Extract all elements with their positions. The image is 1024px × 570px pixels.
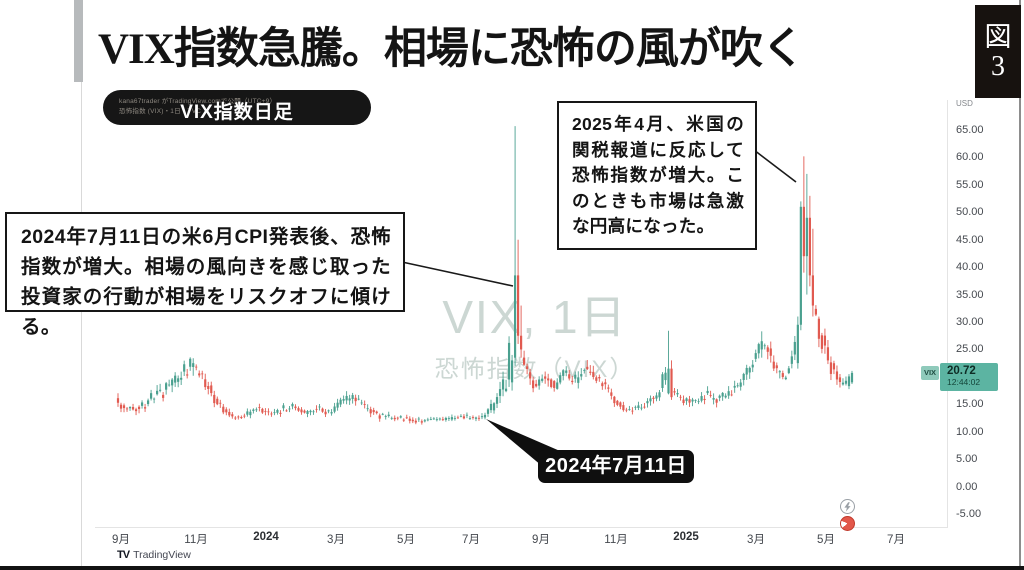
chart-title-pill: kana67trader がTradingView.comで公開（UTC+9） …	[103, 90, 371, 125]
figure-badge-kanji: 図	[984, 21, 1012, 52]
annotation-leader-line	[401, 261, 514, 287]
annotation-leader-line	[753, 149, 797, 183]
last-price-value: 20.72	[947, 365, 976, 377]
candlestick-series	[116, 126, 854, 425]
ticker-tag: VIX	[921, 366, 939, 380]
date-callout-label: 2024年7月11日	[538, 450, 694, 483]
tradingview-logo[interactable]: TV TradingView	[117, 549, 191, 561]
chart-title-label: VIX指数日足	[180, 102, 294, 123]
figure-number-badge: 図 3	[975, 5, 1021, 98]
card-left-border	[81, 82, 82, 568]
tradingview-logo-text: TradingView	[133, 549, 191, 561]
page-edge-strip	[74, 0, 83, 82]
figure-badge-number: 3	[991, 50, 1005, 82]
price-axis-separator	[947, 100, 948, 528]
chart-watermark: VIX, 1日 恐怖指数（VIX）	[270, 281, 800, 384]
lightning-icon[interactable]	[840, 499, 855, 514]
last-price-badge: 20.72 12:44:02	[940, 363, 998, 391]
watermark-symbol: VIX, 1日	[442, 291, 628, 343]
figure-bottom-rule	[0, 566, 1024, 570]
chart-credit-line2: 恐怖指数 (VIX)・1日・TVC	[119, 108, 202, 115]
watermark-subtitle: 恐怖指数（VIX）	[434, 356, 636, 383]
last-price-time: 12:44:02	[947, 377, 981, 387]
time-axis-separator	[95, 527, 947, 528]
annotation-tariff: 2025年4月、米国の関税報道に反応して恐怖指数が増大。このときも市場は急激な円…	[557, 101, 757, 250]
session-status-icon[interactable]	[840, 516, 855, 531]
chart-credit-line1: kana67trader がTradingView.comで公開（UTC+9）	[119, 98, 277, 105]
card-right-border	[1019, 0, 1021, 568]
page-title: VIX指数急騰。相場に恐怖の風が吹く	[98, 26, 805, 73]
lightning-glyph	[844, 501, 851, 512]
tradingview-logo-icon: TV	[117, 549, 130, 561]
annotation-cpi: 2024年7月11日の米6月CPI発表後、恐怖指数が増大。相場の風向きを感じ取っ…	[5, 212, 405, 338]
